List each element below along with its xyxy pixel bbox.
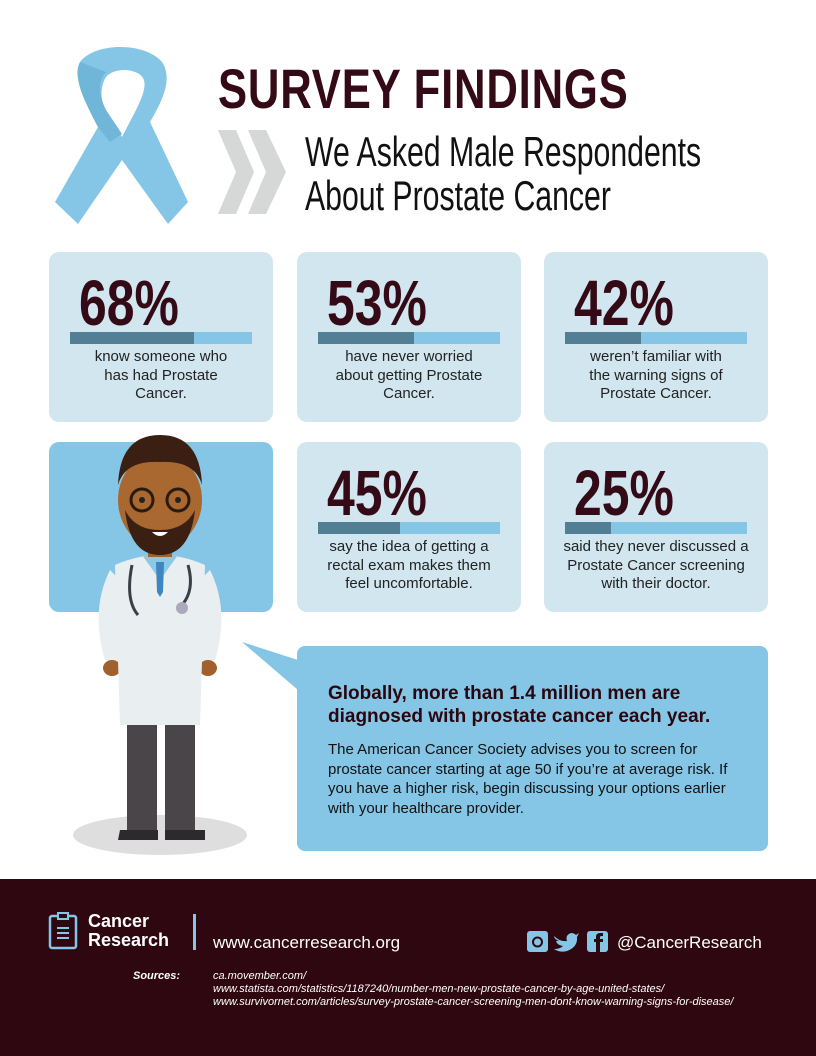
subtitle-line-2: About Prostate Cancer bbox=[305, 172, 611, 219]
stat-card: 68% know someone who has had Prostate Ca… bbox=[49, 252, 273, 422]
callout-heading: Globally, more than 1.4 million men are … bbox=[328, 683, 711, 727]
sources-label: Sources: bbox=[133, 970, 181, 982]
stat-text: weren’t familiar with the warning signs … bbox=[589, 348, 723, 402]
stat-bar-fill bbox=[70, 332, 194, 344]
stat-card: 45% say the idea of getting a rectal exa… bbox=[297, 442, 521, 612]
page-title: SURVEY FINDINGS bbox=[218, 57, 629, 120]
instagram-icon[interactable] bbox=[527, 931, 548, 952]
stat-value: 68% bbox=[79, 267, 179, 339]
stat-bar bbox=[318, 332, 500, 344]
double-chevron-icon bbox=[218, 130, 286, 214]
stat-text: have never worried about getting Prostat… bbox=[335, 348, 483, 402]
stat-bar-fill bbox=[318, 522, 400, 534]
source-link[interactable]: ca.movember.com/ bbox=[213, 970, 307, 982]
stat-text: say the idea of getting a rectal exam ma… bbox=[327, 538, 491, 592]
stat-bar-fill bbox=[318, 332, 415, 344]
source-link[interactable]: www.statista.com/statistics/1187240/numb… bbox=[213, 983, 665, 995]
divider bbox=[193, 914, 196, 950]
source-link[interactable]: www.survivornet.com/articles/survey-pros… bbox=[213, 996, 734, 1008]
stat-bar bbox=[565, 332, 747, 344]
stat-bar-fill bbox=[565, 332, 642, 344]
social-handle[interactable]: @CancerResearch bbox=[617, 933, 762, 952]
subtitle-line-1: We Asked Male Respondents bbox=[305, 128, 702, 175]
brand-name-line-1: Cancer bbox=[88, 911, 150, 931]
stat-text: know someone who has had Prostate Cancer… bbox=[94, 348, 228, 402]
stat-bar bbox=[565, 522, 747, 534]
footer: Cancer Research www.cancerresearch.org @… bbox=[0, 879, 816, 1056]
social-icons bbox=[527, 931, 608, 952]
speech-pointer bbox=[242, 642, 298, 690]
stat-value: 25% bbox=[574, 457, 674, 529]
stat-card: 25% said they never discussed a Prostate… bbox=[544, 442, 768, 612]
stat-card: 42% weren’t familiar with the warning si… bbox=[544, 252, 768, 422]
brand-name-line-2: Research bbox=[88, 930, 170, 950]
awareness-ribbon-icon bbox=[55, 47, 188, 224]
twitter-icon[interactable] bbox=[554, 933, 579, 952]
clipboard-icon bbox=[48, 912, 78, 950]
stat-value: 42% bbox=[574, 267, 674, 339]
stat-card: 53% have never worried about getting Pro… bbox=[297, 252, 521, 422]
stat-value: 45% bbox=[327, 457, 427, 529]
stat-bar bbox=[70, 332, 252, 344]
stat-value: 53% bbox=[327, 267, 427, 339]
website-link[interactable]: www.cancerresearch.org bbox=[213, 933, 401, 952]
callout-box: Globally, more than 1.4 million men are … bbox=[297, 646, 768, 851]
stat-text: said they never discussed a Prostate Can… bbox=[563, 538, 749, 592]
stat-bar-fill bbox=[565, 522, 611, 534]
callout-body: The American Cancer Society advises you … bbox=[328, 741, 728, 817]
stat-bar bbox=[318, 522, 500, 534]
doctor-illustration bbox=[73, 435, 247, 855]
facebook-icon[interactable] bbox=[587, 931, 608, 952]
